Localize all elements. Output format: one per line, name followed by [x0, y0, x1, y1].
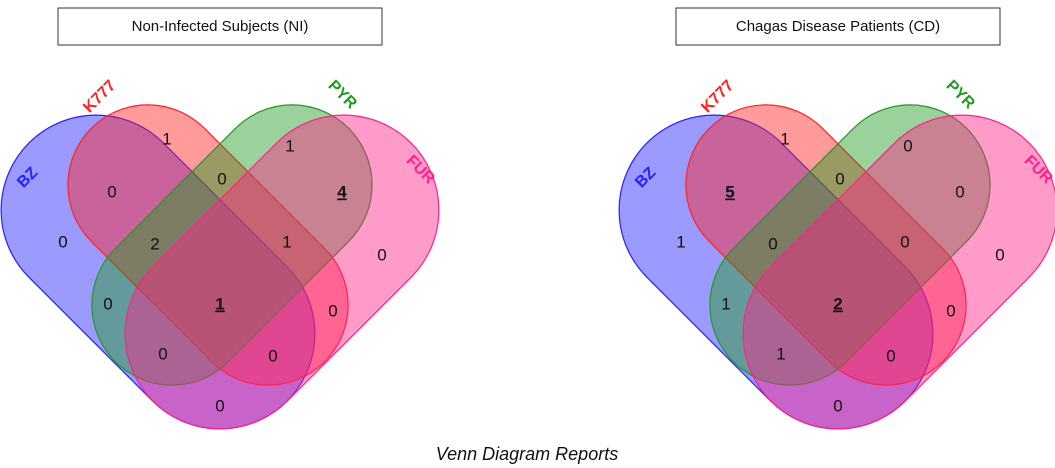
region-count: 0: [215, 396, 224, 415]
title-box: [675, 7, 1001, 46]
caption: Venn Diagram Reports: [436, 444, 618, 464]
region-count: 0: [268, 346, 277, 365]
set-label: K777: [80, 77, 119, 116]
region-count: 0: [835, 169, 844, 188]
diagram-title: Chagas Disease Patients (CD): [736, 18, 940, 35]
region-count: 1: [285, 136, 294, 155]
region-count: 0: [377, 245, 386, 264]
region-count: 5: [725, 182, 734, 201]
set-shape: [91, 104, 373, 386]
region-count: 0: [903, 136, 912, 155]
region-count: 0: [107, 182, 116, 201]
region-count: 1: [780, 129, 789, 148]
region-count: 2: [833, 294, 842, 313]
region-count: 4: [337, 182, 347, 201]
region-count: 0: [328, 301, 337, 320]
set-label: K777: [698, 77, 737, 116]
region-count: 2: [150, 234, 159, 253]
region-count: 0: [955, 182, 964, 201]
set-shape: [67, 104, 349, 386]
region-count: 1: [282, 232, 291, 251]
region-count: 0: [158, 344, 167, 363]
region-count: 0: [886, 346, 895, 365]
region-count: 0: [946, 301, 955, 320]
set-shape: [742, 114, 1055, 430]
region-count: 1: [215, 294, 224, 313]
region-count: 1: [676, 232, 685, 251]
region-count: 0: [900, 232, 909, 251]
title-box: [57, 7, 383, 46]
set-shape: [124, 114, 440, 430]
set-shape: [709, 104, 991, 386]
region-count: 0: [217, 169, 226, 188]
region-count: 0: [103, 294, 112, 313]
diagram-title: Non-Infected Subjects (NI): [132, 18, 309, 35]
region-count: 0: [58, 232, 67, 251]
region-count: 0: [833, 396, 842, 415]
region-count: 1: [721, 294, 730, 313]
set-label: PYR: [325, 77, 361, 113]
region-count: 0: [995, 245, 1004, 264]
set-label: PYR: [943, 77, 979, 113]
region-count: 1: [776, 344, 785, 363]
region-count: 1: [162, 129, 171, 148]
set-shape: [685, 104, 967, 386]
region-count: 0: [768, 234, 777, 253]
